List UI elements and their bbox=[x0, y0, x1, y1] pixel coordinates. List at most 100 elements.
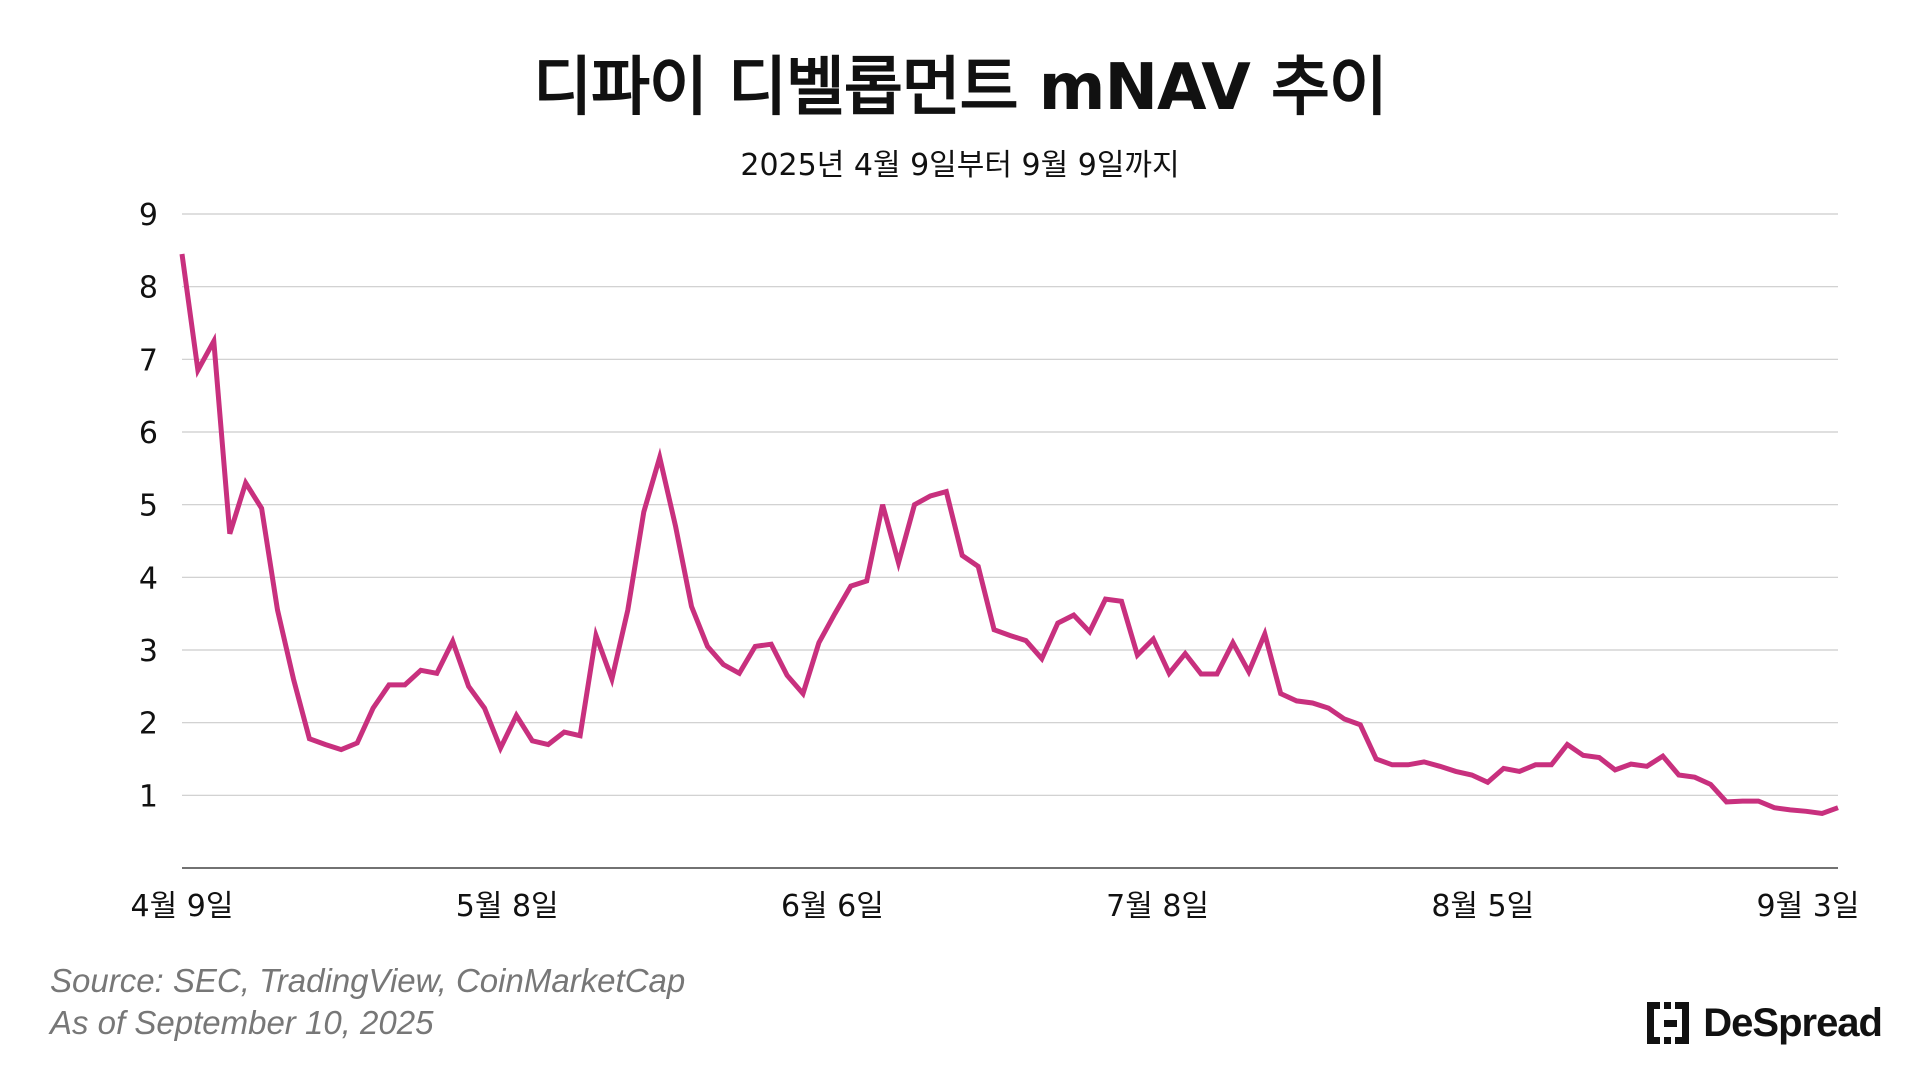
data-point bbox=[816, 640, 821, 645]
y-tick-label-6: 6 bbox=[139, 416, 158, 451]
data-point bbox=[450, 639, 455, 644]
y-tick-label-5: 5 bbox=[139, 489, 158, 524]
y-tick-label-9: 9 bbox=[139, 198, 158, 233]
data-point bbox=[1804, 809, 1809, 814]
x-tick-label: 7월 8일 bbox=[1106, 889, 1209, 924]
data-point bbox=[434, 671, 439, 676]
data-point bbox=[1039, 656, 1044, 661]
data-point bbox=[1406, 762, 1411, 767]
data-point bbox=[1023, 638, 1028, 643]
data-point bbox=[1246, 669, 1251, 674]
data-point bbox=[1310, 701, 1315, 706]
as-of-line: As of September 10, 2025 bbox=[50, 1004, 434, 1041]
x-tick-label: 9월 3일 bbox=[1757, 889, 1860, 924]
brand-logo-block: DeSpread bbox=[1645, 998, 1883, 1048]
data-point bbox=[482, 706, 487, 711]
data-point bbox=[1294, 698, 1299, 703]
data-point bbox=[243, 480, 248, 485]
data-point bbox=[195, 368, 200, 373]
data-point bbox=[992, 627, 997, 632]
y-tick-label-4: 4 bbox=[139, 561, 158, 596]
data-point bbox=[1501, 766, 1506, 771]
data-point bbox=[1485, 780, 1490, 785]
data-point bbox=[1087, 629, 1092, 634]
data-point bbox=[1119, 599, 1124, 604]
data-point bbox=[1358, 722, 1363, 727]
despread-logo-icon bbox=[1647, 1002, 1690, 1044]
data-point bbox=[1788, 807, 1793, 812]
y-tick-label-1: 1 bbox=[139, 779, 158, 814]
data-point bbox=[657, 455, 662, 460]
x-tick-label: 6월 6일 bbox=[781, 889, 884, 924]
data-point bbox=[912, 502, 917, 507]
data-point bbox=[578, 733, 583, 738]
data-point bbox=[625, 608, 630, 613]
data-point bbox=[514, 713, 519, 718]
data-point bbox=[753, 644, 758, 649]
data-point bbox=[721, 662, 726, 667]
data-point bbox=[1374, 757, 1379, 762]
data-point bbox=[896, 560, 901, 565]
data-point bbox=[339, 747, 344, 752]
data-point bbox=[928, 493, 933, 498]
data-point bbox=[1772, 805, 1777, 810]
brand-name: DeSpread bbox=[1703, 1000, 1883, 1045]
data-point bbox=[1740, 799, 1745, 804]
data-point bbox=[1756, 799, 1761, 804]
data-point bbox=[1549, 762, 1554, 767]
data-point bbox=[1836, 805, 1841, 810]
data-point bbox=[418, 668, 423, 673]
data-point bbox=[1613, 767, 1618, 772]
data-point bbox=[594, 633, 599, 638]
data-point bbox=[880, 502, 885, 507]
data-point bbox=[801, 691, 806, 696]
data-point bbox=[960, 553, 965, 558]
data-point bbox=[1644, 764, 1649, 769]
data-point bbox=[1469, 773, 1474, 778]
data-point bbox=[1660, 754, 1665, 759]
source-note: Source: SEC, TradingView, CoinMarketCap … bbox=[50, 960, 685, 1044]
data-point bbox=[1151, 637, 1156, 642]
data-point bbox=[609, 677, 614, 682]
data-point bbox=[1437, 764, 1442, 769]
y-tick-label-3: 3 bbox=[139, 634, 158, 669]
data-point bbox=[1215, 672, 1220, 677]
data-point bbox=[307, 736, 312, 741]
data-point bbox=[1581, 753, 1586, 758]
data-point bbox=[211, 339, 216, 344]
data-point bbox=[673, 524, 678, 529]
data-point bbox=[1278, 691, 1283, 696]
chart-title: 디파이 디벨롭먼트 mNAV 추이 bbox=[533, 51, 1388, 125]
x-tick-label: 5월 8일 bbox=[456, 889, 559, 924]
data-point bbox=[291, 677, 296, 682]
data-point bbox=[1262, 632, 1267, 637]
data-point bbox=[1326, 706, 1331, 711]
mnav-series-line bbox=[179, 253, 1839, 817]
data-point bbox=[1708, 782, 1713, 787]
line-chart: 1 2 3 4 5 6 7 8 9 4월 9일 5월 8일 6월 6일 7월 8일 8월 5일 9월 3일 bbox=[131, 198, 1860, 924]
data-point bbox=[387, 682, 392, 687]
data-point bbox=[1676, 773, 1681, 778]
data-point bbox=[1565, 742, 1570, 747]
data-point bbox=[705, 644, 710, 649]
data-point bbox=[689, 604, 694, 609]
data-point bbox=[641, 509, 646, 514]
data-point bbox=[275, 608, 280, 613]
x-tick-label: 8월 5일 bbox=[1431, 889, 1534, 924]
y-tick-label-2: 2 bbox=[139, 707, 158, 742]
data-point bbox=[1422, 759, 1427, 764]
data-point bbox=[180, 252, 185, 257]
data-point bbox=[1597, 755, 1602, 760]
data-point bbox=[259, 506, 264, 511]
y-tick-label-8: 8 bbox=[139, 271, 158, 306]
data-point bbox=[498, 746, 503, 751]
data-point bbox=[737, 671, 742, 676]
data-point bbox=[323, 742, 328, 747]
data-point bbox=[1103, 597, 1108, 602]
data-point bbox=[769, 642, 774, 647]
data-point bbox=[1517, 769, 1522, 774]
data-point bbox=[976, 564, 981, 569]
data-point bbox=[1390, 762, 1395, 767]
y-tick-label-7: 7 bbox=[139, 343, 158, 378]
data-point bbox=[1008, 633, 1013, 638]
